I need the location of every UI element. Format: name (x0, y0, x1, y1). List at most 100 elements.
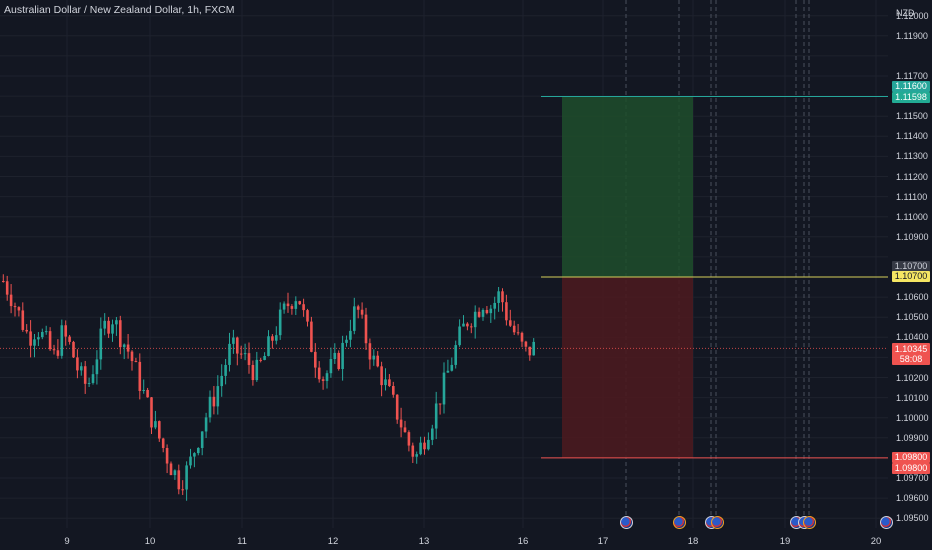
price-axis-label: 1.11300 (896, 151, 928, 162)
candle-body (403, 427, 407, 433)
candle-body (473, 311, 477, 328)
price-axis-label: 1.11200 (896, 171, 928, 182)
time-axis-label: 17 (597, 536, 609, 547)
flag-au-icon[interactable] (803, 516, 816, 529)
candle-body (278, 309, 282, 336)
flag-au-icon[interactable] (880, 516, 893, 529)
candle-body (446, 370, 450, 373)
target-price-tag: 1.11598 (892, 92, 930, 103)
target-zone (562, 96, 693, 277)
candle-body (520, 332, 524, 342)
time-axis-label: 18 (687, 536, 699, 547)
candle-body (64, 325, 67, 337)
candle-body (372, 355, 376, 360)
price-axis-label: 1.10600 (896, 292, 929, 303)
candle-body (177, 470, 181, 490)
candle-body (150, 397, 153, 428)
candle-body (353, 306, 356, 331)
candle-body (185, 465, 188, 490)
price-axis-label: 1.10000 (896, 412, 929, 423)
candle-body (481, 309, 485, 317)
candle-body (17, 307, 21, 311)
candle-body (271, 336, 274, 341)
candle-body (134, 361, 138, 363)
price-axis-label: 1.09600 (896, 493, 929, 504)
candle-body (189, 456, 192, 466)
candle-body (68, 336, 71, 342)
price-axis-label: 1.09700 (896, 473, 929, 483)
candle-body (317, 367, 321, 380)
flag-au-icon[interactable] (620, 516, 633, 529)
symbol-title[interactable]: Australian Dollar / New Zealand Dollar, … (4, 4, 235, 16)
candle-body (255, 359, 259, 381)
candle-body (107, 320, 110, 334)
candle-body (505, 302, 508, 321)
candle-body (314, 351, 317, 368)
candle-body (329, 359, 333, 374)
time-axis-label: 13 (418, 536, 430, 547)
candle-body (111, 324, 114, 334)
candle-body (220, 375, 223, 387)
candle-body (497, 291, 500, 303)
price-axis-label: 1.11500 (896, 111, 928, 122)
flag-au-icon[interactable] (711, 516, 724, 529)
candle-body (282, 303, 286, 310)
candle-body (399, 419, 403, 428)
time-axis-label: 20 (870, 536, 882, 547)
candle-body (337, 352, 340, 370)
candle-body (493, 302, 496, 309)
candle-body (454, 345, 457, 365)
candle-body (115, 320, 118, 325)
candle-body (83, 366, 87, 384)
time-axis-label: 16 (517, 536, 529, 547)
time-axis-label: 9 (64, 536, 70, 547)
candle-body (306, 310, 309, 322)
candle-body (165, 447, 169, 464)
candle-body (181, 489, 184, 491)
candle-body (427, 439, 430, 450)
candle-body (442, 372, 446, 405)
candle-body (528, 346, 532, 356)
current-price-tag: 1.10345 58:08 (892, 343, 930, 365)
candle-body (509, 320, 512, 326)
price-axis-label: 1.11000 (896, 211, 928, 222)
candle-body (368, 343, 372, 360)
price-axis-label: 1.11900 (896, 30, 928, 41)
candle-body (380, 366, 383, 386)
candle-body (239, 353, 243, 355)
candle-body (146, 389, 149, 398)
entry-price-tag-top: 1.10700 (892, 261, 930, 272)
candle-body (321, 379, 325, 381)
candle-body (325, 373, 329, 381)
candle-body (345, 339, 348, 343)
candle-body (44, 331, 48, 333)
candle-body (52, 349, 56, 351)
candle-body (158, 421, 161, 439)
candle-body (80, 366, 83, 371)
candle-body (524, 341, 528, 347)
candle-body (290, 306, 294, 309)
candle-body (208, 396, 212, 418)
current-price: 1.10345 (894, 344, 928, 354)
candle-body (423, 442, 426, 450)
stop-price-tag-top: 1.09800 (892, 452, 930, 463)
candle-body (251, 364, 255, 381)
price-axis-label: 1.12000 (896, 10, 929, 21)
candle-body (501, 291, 504, 303)
time-axis-label: 11 (237, 536, 247, 547)
candle-body (286, 303, 290, 307)
target-price-tag-top: 1.11600 (892, 81, 930, 92)
price-axis-label: 1.11400 (896, 131, 928, 142)
candle-body (364, 314, 368, 344)
flag-nz-icon[interactable] (673, 516, 686, 529)
candle-body (224, 364, 227, 376)
candle-body (415, 454, 418, 457)
candle-body (485, 309, 489, 314)
candle-body (154, 421, 157, 428)
candle-body (458, 326, 461, 346)
candle-body (532, 341, 535, 356)
candle-body (259, 359, 262, 361)
candle-body (477, 311, 481, 317)
